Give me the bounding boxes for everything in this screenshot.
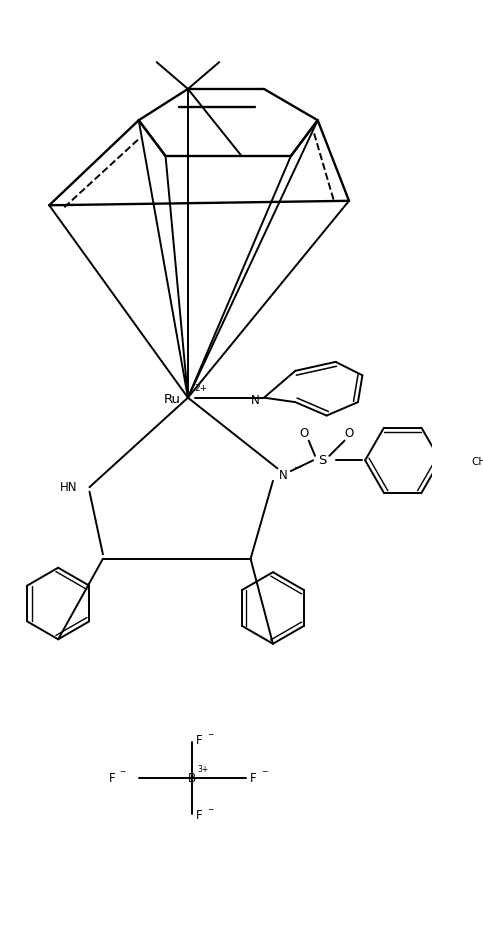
Text: F: F <box>250 771 256 784</box>
Text: F: F <box>109 771 115 784</box>
Text: O: O <box>344 427 354 440</box>
Text: −: − <box>207 730 213 739</box>
Text: F: F <box>196 734 203 747</box>
Text: −: − <box>261 768 267 776</box>
Text: F: F <box>196 809 203 822</box>
Text: CH₃: CH₃ <box>472 457 483 467</box>
Text: −: − <box>293 462 301 471</box>
Text: N: N <box>278 469 287 482</box>
Text: 3+: 3+ <box>198 765 209 773</box>
Text: Ru: Ru <box>163 393 180 406</box>
Text: O: O <box>299 427 309 440</box>
Text: N: N <box>251 394 259 407</box>
Text: HN: HN <box>60 481 78 494</box>
Text: −: − <box>119 768 126 776</box>
Text: B: B <box>188 771 197 784</box>
Text: S: S <box>318 454 327 467</box>
Text: −: − <box>207 805 213 814</box>
Text: 2+: 2+ <box>195 384 208 394</box>
